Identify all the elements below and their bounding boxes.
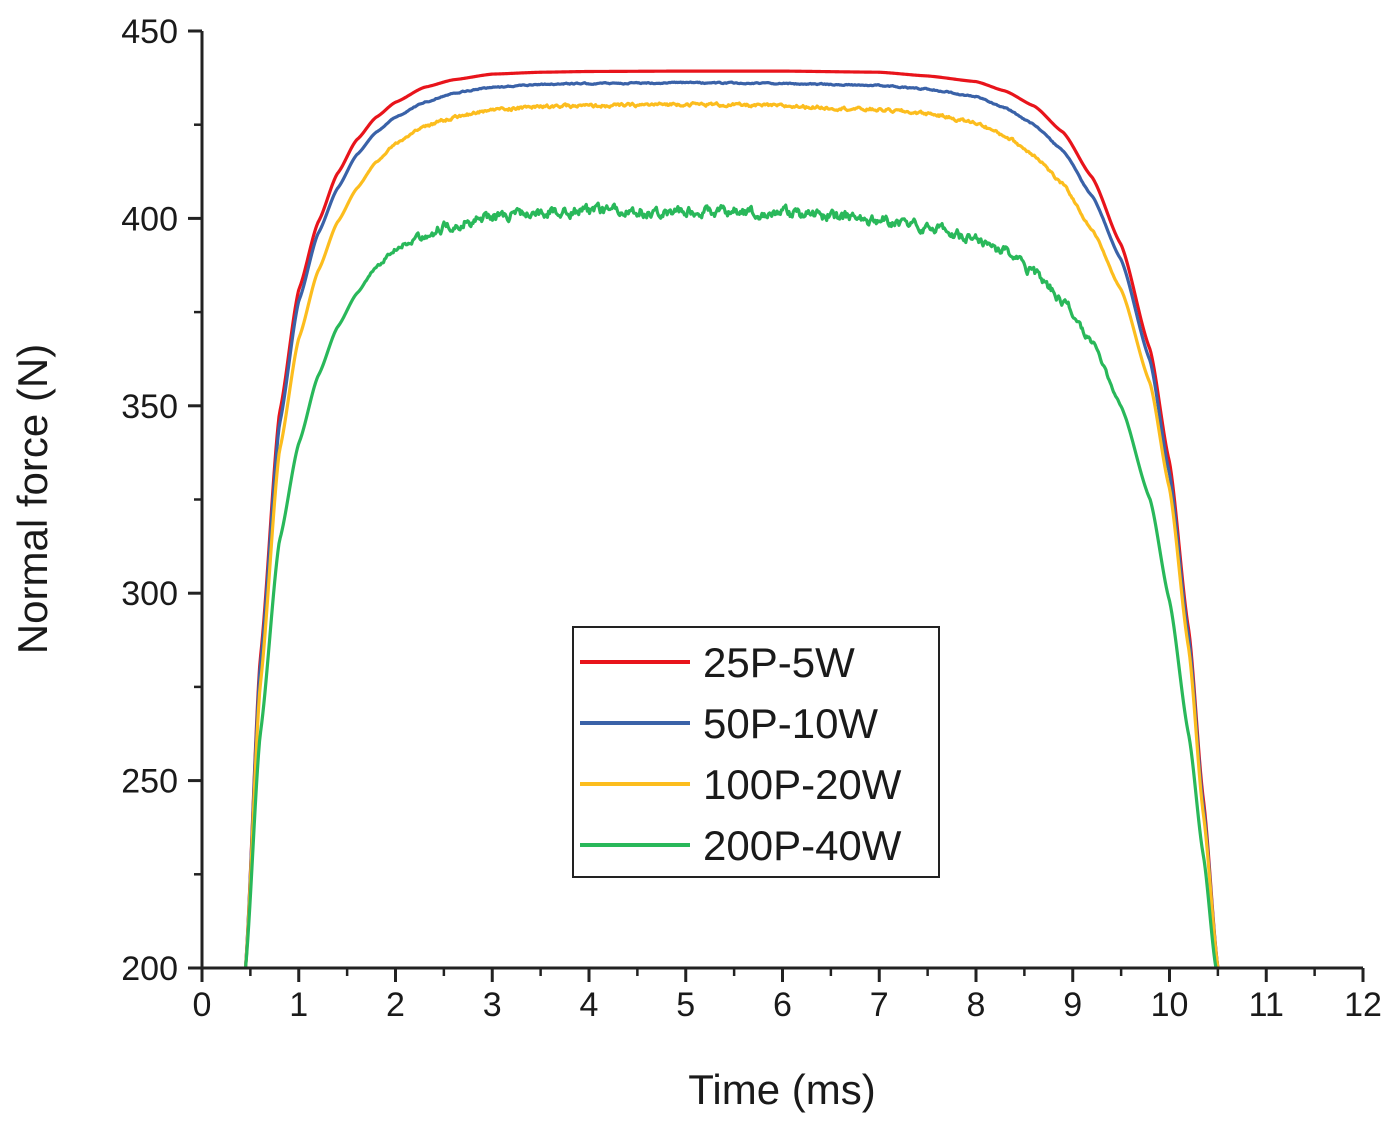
y-tick-label: 350 [121, 388, 178, 426]
x-tick-label: 10 [1151, 986, 1189, 1024]
y-axis-label: Normal force (N) [9, 344, 56, 654]
x-tick-label: 4 [580, 986, 599, 1024]
series-line-200p-40w [243, 201, 1218, 968]
legend-label: 50P-10W [703, 700, 878, 747]
series-layer [243, 69, 1220, 968]
x-tick-label: 6 [773, 986, 792, 1024]
legend-box [572, 626, 940, 878]
x-tick-label: 11 [1249, 986, 1284, 1024]
legend: 25P-5W 50P-10W 100P-20W 200P-40W [572, 626, 940, 878]
x-tick-label: 9 [1063, 986, 1082, 1024]
series-line-100p-20w [243, 101, 1220, 968]
x-tick-label: 0 [193, 986, 212, 1024]
x-axis-label: Time (ms) [688, 1066, 875, 1113]
x-tick-label: 2 [386, 986, 405, 1024]
x-tick-label: 8 [967, 986, 986, 1024]
x-tick-label: 1 [289, 986, 308, 1024]
x-tick-label: 7 [870, 986, 889, 1024]
y-tick-label: 400 [121, 200, 178, 238]
legend-label: 100P-20W [703, 761, 902, 808]
y-tick-label: 250 [121, 763, 178, 801]
x-tick-label: 12 [1344, 986, 1382, 1024]
legend-label: 25P-5W [703, 639, 855, 686]
x-tick-label: 5 [676, 986, 695, 1024]
y-tick-label: 300 [121, 575, 178, 613]
series-line-50p-10w [243, 80, 1220, 968]
series-line-25p-5w [243, 69, 1220, 968]
legend-label: 200P-40W [703, 822, 902, 869]
y-tick-label: 450 [121, 13, 178, 51]
y-tick-label: 200 [121, 950, 178, 988]
x-tick-label: 3 [483, 986, 502, 1024]
